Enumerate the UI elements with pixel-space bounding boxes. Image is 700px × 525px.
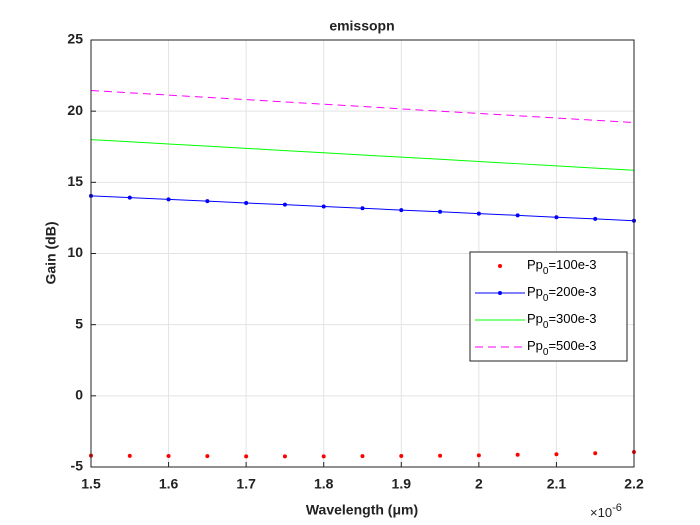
data-point <box>554 452 559 457</box>
legend-label: Pp0=200e-3 <box>527 284 597 303</box>
legend-label-part: =300e-3 <box>548 311 596 326</box>
legend-label-subscript: 0 <box>543 266 549 277</box>
x-tick-label: 2 <box>475 476 483 492</box>
data-point <box>321 454 326 459</box>
data-point <box>360 206 365 211</box>
data-point <box>593 216 598 221</box>
x-multiplier-exponent: -6 <box>612 502 622 514</box>
data-point <box>166 197 171 202</box>
y-axis-label: Gain (dB) <box>43 222 59 285</box>
data-point <box>282 454 287 459</box>
legend-label-subscript: 0 <box>543 347 549 358</box>
x-tick-label: 1.5 <box>81 476 101 492</box>
x-tick-label: 2.1 <box>547 476 567 492</box>
data-point <box>438 209 443 214</box>
x-tick-label: 1.8 <box>314 476 334 492</box>
y-tick-label: 10 <box>67 244 83 260</box>
plot-frame <box>90 39 635 468</box>
data-point <box>127 453 132 458</box>
data-point <box>127 195 132 200</box>
data-point <box>515 452 520 457</box>
y-tick-label: 15 <box>67 173 83 189</box>
data-point <box>515 213 520 218</box>
x-tick-label: 1.7 <box>236 476 256 492</box>
data-point <box>205 454 210 459</box>
data-point <box>244 200 249 205</box>
data-point <box>166 454 171 459</box>
legend-label-subscript: 0 <box>543 293 549 304</box>
data-point <box>399 208 404 213</box>
data-point <box>593 451 598 456</box>
data-point <box>282 202 287 207</box>
legend-label-part: Pp <box>527 284 543 299</box>
data-point <box>554 215 559 220</box>
legend-label: Pp0=500e-3 <box>527 338 597 357</box>
x-tick-label: 2.2 <box>624 476 644 492</box>
x-multiplier-base: ×10 <box>590 505 612 520</box>
x-tick-label: 1.9 <box>392 476 412 492</box>
legend-label-part: =100e-3 <box>548 257 596 272</box>
data-point <box>399 454 404 459</box>
y-tick-label: 25 <box>67 31 83 47</box>
legend-label-part: Pp <box>527 338 543 353</box>
data-point <box>438 453 443 458</box>
y-tick-label: 5 <box>75 315 83 331</box>
data-point <box>476 211 481 216</box>
legend-label-subscript: 0 <box>543 320 549 331</box>
data-point <box>205 199 210 204</box>
x-tick-label: 1.6 <box>159 476 179 492</box>
x-axis-label: Wavelength (μm) <box>306 502 418 518</box>
y-tick-label: 20 <box>67 102 83 118</box>
legend-label-part: Pp <box>527 257 543 272</box>
data-point <box>244 454 249 459</box>
legend-box <box>469 251 628 362</box>
data-point <box>476 453 481 458</box>
legend-label: Pp0=100e-3 <box>527 257 597 276</box>
y-tick-label: 0 <box>75 387 83 403</box>
legend-label: Pp0=300e-3 <box>527 311 597 330</box>
series-line <box>90 139 635 171</box>
legend-marker <box>498 291 502 295</box>
data-point <box>321 204 326 209</box>
legend-label-part: Pp <box>527 311 543 326</box>
legend-marker <box>498 264 502 268</box>
x-multiplier: ×10-6 <box>590 502 622 521</box>
legend-label-part: =200e-3 <box>548 284 596 299</box>
legend-label-part: =500e-3 <box>548 338 596 353</box>
data-point <box>360 454 365 459</box>
chart-title: emissopn <box>329 18 394 34</box>
y-tick-label: -5 <box>71 458 84 474</box>
